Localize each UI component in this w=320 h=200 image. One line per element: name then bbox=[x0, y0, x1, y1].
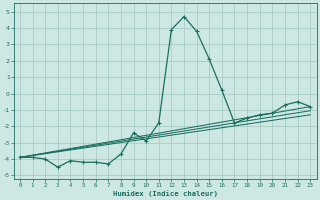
X-axis label: Humidex (Indice chaleur): Humidex (Indice chaleur) bbox=[113, 190, 218, 197]
